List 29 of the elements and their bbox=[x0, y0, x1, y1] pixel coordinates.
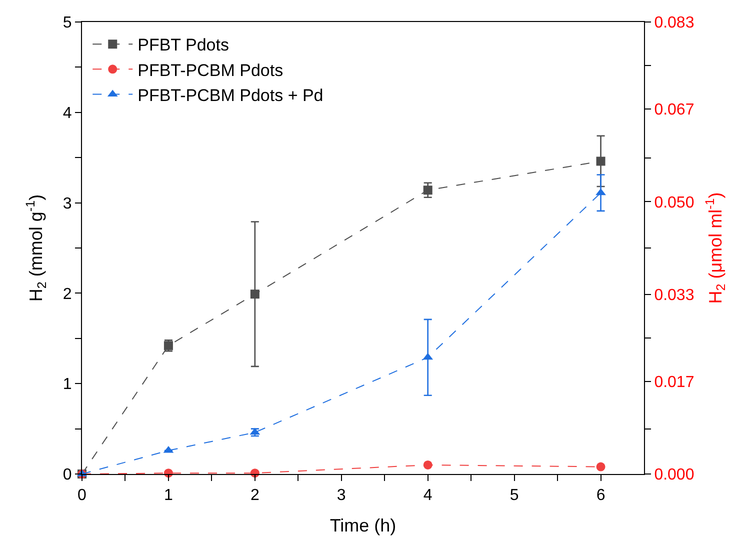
y-tick-label: 3 bbox=[62, 195, 72, 212]
x-tick-label: 3 bbox=[336, 487, 346, 504]
y-tick-label: 4 bbox=[62, 105, 72, 122]
x-tick-label: 4 bbox=[423, 487, 432, 504]
y2-tick-label: 0.033 bbox=[654, 286, 694, 304]
legend-label: PFBT-PCBM Pdots bbox=[138, 60, 284, 80]
y2-tick-label: 0.050 bbox=[654, 194, 694, 212]
y-tick-label: 5 bbox=[62, 14, 72, 32]
x-axis-title: Time (h) bbox=[330, 515, 396, 536]
y2-tick-label: 0.000 bbox=[654, 466, 694, 484]
x-tick-label: 1 bbox=[164, 487, 174, 504]
y-tick-label: 0 bbox=[62, 466, 72, 484]
x-tick-label: 0 bbox=[78, 487, 87, 504]
y2-tick-label: 0.017 bbox=[654, 374, 694, 392]
y2-tick-label: 0.067 bbox=[654, 102, 694, 119]
legend-label: PFBT-PCBM Pdots + Pd bbox=[138, 86, 324, 105]
point bbox=[250, 290, 260, 299]
y-tick-label: 1 bbox=[62, 376, 72, 394]
x-tick-label: 6 bbox=[596, 487, 606, 504]
point bbox=[423, 186, 432, 195]
x-tick-label: 2 bbox=[250, 487, 260, 504]
point bbox=[596, 156, 606, 166]
y2-tick-label: 0.083 bbox=[654, 14, 694, 32]
point bbox=[596, 188, 606, 196]
point bbox=[423, 460, 432, 470]
legend-label: PFBT Pdots bbox=[138, 36, 229, 55]
x-tick-label: 5 bbox=[510, 487, 519, 504]
y-tick-label: 2 bbox=[62, 286, 72, 303]
point bbox=[596, 462, 606, 472]
